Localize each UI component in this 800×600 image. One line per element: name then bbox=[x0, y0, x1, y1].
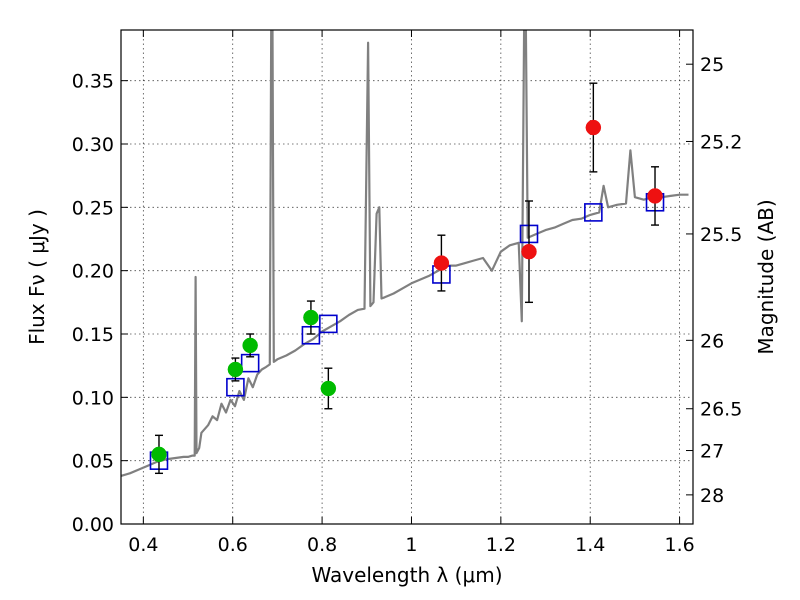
right-tick-label: 25.2 bbox=[700, 131, 742, 153]
optical-data-point bbox=[227, 361, 244, 378]
y-tick-label: 0.15 bbox=[72, 324, 114, 346]
nir-data-point bbox=[585, 119, 602, 136]
right-tick-label: 25 bbox=[700, 54, 724, 76]
x-tick-label: 0.8 bbox=[307, 534, 337, 556]
y-tick-label: 0.10 bbox=[72, 387, 114, 409]
nir-data-point bbox=[433, 255, 450, 271]
model-photometry-square bbox=[319, 314, 338, 334]
right-tick-label: 26 bbox=[700, 330, 724, 352]
y-tick-label: 0.30 bbox=[72, 134, 114, 156]
optical-data-point bbox=[151, 446, 167, 463]
model-spectrum-line bbox=[121, 30, 689, 477]
x-tick-label: 0.6 bbox=[218, 534, 248, 556]
optical-data-point bbox=[320, 380, 337, 397]
nir-data-point bbox=[521, 243, 537, 260]
y-tick-label: 0.05 bbox=[72, 451, 114, 473]
plot-area bbox=[121, 30, 689, 477]
right-axis-label: Magnitude (AB) bbox=[754, 199, 778, 354]
nir-data-point bbox=[647, 188, 663, 204]
x-tick-label: 1 bbox=[405, 534, 417, 556]
optical-data-point bbox=[242, 337, 258, 354]
x-tick-label: 1.6 bbox=[664, 534, 694, 556]
x-tick-label: 0.4 bbox=[128, 534, 158, 556]
right-tick-label: 28 bbox=[700, 485, 724, 507]
x-axis-label: Wavelength λ (μm) bbox=[311, 563, 502, 587]
y-tick-label: 0.35 bbox=[72, 71, 114, 93]
optical-data-point bbox=[303, 309, 319, 326]
plot-frame bbox=[120, 29, 694, 525]
y-axis-label: Flux Fν ( μJy ) bbox=[25, 209, 49, 345]
y-tick-label: 0.00 bbox=[72, 514, 114, 536]
x-tick-label: 1.2 bbox=[486, 534, 516, 556]
right-tick-label: 27 bbox=[700, 441, 724, 463]
right-tick-label: 26.5 bbox=[700, 399, 742, 421]
y-tick-label: 0.25 bbox=[72, 197, 114, 219]
right-tick-label: 25.5 bbox=[700, 224, 742, 246]
y-tick-label: 0.20 bbox=[72, 261, 114, 283]
model-photometry-square bbox=[584, 203, 603, 222]
x-tick-label: 1.4 bbox=[575, 534, 605, 556]
axes: 0.4 0.6 0.8 1 1.2 1.4 1.6 0.00 0.05 0.10 0.15 0.20 0… bbox=[72, 30, 742, 556]
